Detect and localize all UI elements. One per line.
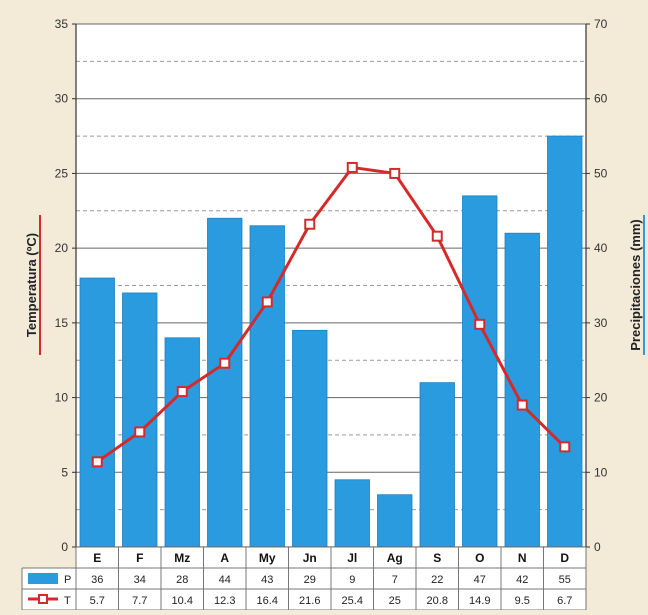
month-label: A <box>220 551 229 565</box>
temperature-value: 25 <box>389 595 401 607</box>
right-axis-tick-label: 70 <box>594 17 608 31</box>
right-axis-tick-label: 60 <box>594 92 608 106</box>
month-label: O <box>475 551 484 565</box>
temperature-point <box>134 426 146 438</box>
temperature-line <box>96 165 566 464</box>
month-label: Jn <box>303 551 317 565</box>
precipitation-value: 43 <box>261 574 273 586</box>
precipitation-value: 44 <box>219 574 231 586</box>
temperature-point <box>91 456 103 468</box>
temperature-point <box>176 386 188 398</box>
precipitation-bar <box>79 277 115 548</box>
temperature-point <box>346 161 358 173</box>
precipitation-value: 28 <box>176 574 188 586</box>
month-label: Mz <box>174 551 190 565</box>
temperature-point <box>389 167 401 179</box>
month-label: S <box>433 551 441 565</box>
precipitation-bar <box>249 225 285 548</box>
precipitation-legend-swatch <box>28 573 58 584</box>
precipitation-bar <box>504 232 540 548</box>
temperature-point <box>431 230 443 242</box>
temperature-legend-marker <box>38 594 48 604</box>
month-label: My <box>259 551 276 565</box>
precipitation-bar <box>462 195 498 548</box>
temperature-value: 20.8 <box>427 595 448 607</box>
left-axis-tick-label: 25 <box>55 166 69 180</box>
precipitation-bar <box>377 494 413 548</box>
precipitation-bar <box>419 382 455 548</box>
left-axis-tick-label: 15 <box>55 316 69 330</box>
precipitation-bar <box>292 329 328 548</box>
temperature-point <box>219 357 231 369</box>
right-axis-tick-label: 40 <box>594 241 608 255</box>
temperature-legend-label: T <box>64 595 71 607</box>
right-axis-tick-label: 50 <box>594 166 608 180</box>
month-label: D <box>560 551 569 565</box>
precipitation-value: 7 <box>392 574 398 586</box>
left-axis-tick-label: 5 <box>61 465 68 479</box>
temperature-value: 21.6 <box>299 595 320 607</box>
temperature-value: 25.4 <box>342 595 363 607</box>
month-label: F <box>136 551 143 565</box>
temperature-value: 10.4 <box>172 595 193 607</box>
left-axis-tick-label: 30 <box>55 92 69 106</box>
precipitation-value: 47 <box>474 574 486 586</box>
precipitation-value: 34 <box>134 574 146 586</box>
precipitation-bar <box>334 479 370 548</box>
precipitation-value: 22 <box>431 574 443 586</box>
month-label: E <box>93 551 101 565</box>
precipitation-value: 9 <box>349 574 355 586</box>
temperature-value: 5.7 <box>90 595 105 607</box>
month-label: Ag <box>387 551 403 565</box>
precipitation-value: 36 <box>91 574 103 586</box>
precipitation-bar <box>164 337 200 548</box>
precipitation-value: 55 <box>559 574 571 586</box>
left-axis-tick-label: 20 <box>55 241 69 255</box>
precipitation-value: 29 <box>304 574 316 586</box>
temperature-value: 9.5 <box>515 595 530 607</box>
temperature-value: 12.3 <box>214 595 235 607</box>
right-axis-tick-label: 10 <box>594 465 608 479</box>
right-axis-tick-label: 30 <box>594 316 608 330</box>
temperature-value: 7.7 <box>132 595 147 607</box>
temperature-point <box>559 441 571 453</box>
left-axis-title: Temperatura (ºC) <box>24 233 39 337</box>
temperature-value: 14.9 <box>469 595 490 607</box>
temperature-value: 6.7 <box>557 595 572 607</box>
temperature-point <box>261 296 273 308</box>
left-axis-tick-label: 35 <box>55 17 69 31</box>
temperature-value: 16.4 <box>257 595 278 607</box>
temperature-point <box>474 318 486 330</box>
precipitation-legend-label: P <box>64 574 71 586</box>
precipitation-bar <box>547 135 583 548</box>
right-axis-tick-label: 20 <box>594 391 608 405</box>
temperature-point <box>516 399 528 411</box>
temperature-point <box>304 218 316 230</box>
month-label: Jl <box>347 551 357 565</box>
precipitation-bar <box>207 217 243 548</box>
right-axis-title: Precipitaciones (mm) <box>628 219 643 351</box>
precipitation-value: 42 <box>516 574 528 586</box>
left-axis-tick-label: 10 <box>55 391 69 405</box>
right-axis-tick-label: 0 <box>594 540 601 554</box>
left-axis-tick-label: 0 <box>61 540 68 554</box>
month-label: N <box>518 551 527 565</box>
